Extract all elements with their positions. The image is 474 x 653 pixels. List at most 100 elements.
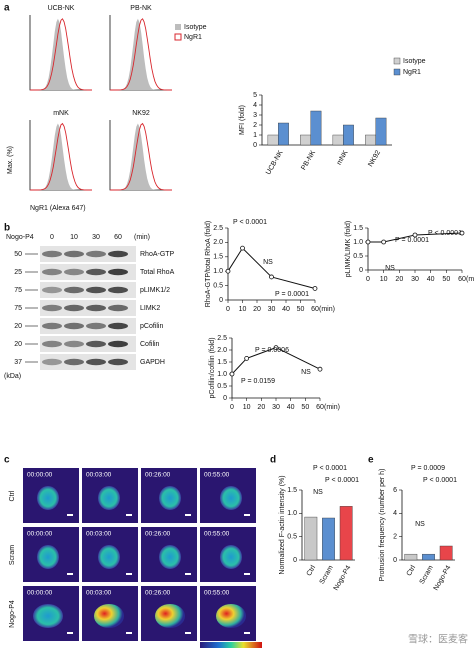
scale-bar xyxy=(185,573,191,575)
y-tick-label: 1.0 xyxy=(353,239,363,246)
y-tick-label: 0 xyxy=(359,267,363,274)
x-unit: (min) xyxy=(466,276,474,283)
blot-band xyxy=(64,250,84,258)
isotype-histogram xyxy=(110,123,172,190)
annotation: P < 0.0001 xyxy=(423,477,457,484)
y-tick-label: 1.5 xyxy=(353,225,363,232)
point xyxy=(459,230,465,236)
kda-label: 25 xyxy=(14,269,22,276)
annotation: NS xyxy=(301,369,311,376)
y-tick-label: 1.5 xyxy=(217,359,227,366)
blot-band xyxy=(108,250,128,258)
y-tick-label: 2.5 xyxy=(217,335,227,342)
x-tick-label: 20 xyxy=(395,276,403,283)
kda-label: 50 xyxy=(14,251,22,258)
panel-label: e xyxy=(368,455,374,466)
ngr1-histogram xyxy=(110,18,172,91)
protein-label: LIMK2 xyxy=(140,305,160,312)
y-tick-label: 2.0 xyxy=(213,239,223,246)
annotation: P < 0.0001 xyxy=(325,477,359,484)
point xyxy=(229,371,235,377)
annotation: P < 0.0001 xyxy=(233,219,267,226)
protein-label: Total RhoA xyxy=(140,269,175,276)
kda-label: 75 xyxy=(14,305,22,312)
y-tick-label: 2.5 xyxy=(213,225,223,232)
x-tick-label: 50 xyxy=(442,276,450,283)
timestamp: 00:55:00 xyxy=(204,590,230,597)
panel-label: a xyxy=(4,3,10,14)
y-axis-label: pCofilin/cofilin (fold) xyxy=(209,337,216,398)
y-tick-label: 0.5 xyxy=(213,282,223,289)
scale-bar xyxy=(126,514,132,516)
timestamp: 00:03:00 xyxy=(86,590,112,597)
cell xyxy=(216,604,246,628)
cell xyxy=(98,486,120,510)
bar xyxy=(322,517,335,561)
scale-bar xyxy=(244,514,250,516)
legend-label: NgR1 xyxy=(184,34,202,41)
scale-bar xyxy=(185,514,191,516)
y-tick-label: 2.0 xyxy=(217,347,227,354)
timestamp: 00:03:00 xyxy=(86,472,112,479)
timestamp: 00:55:00 xyxy=(204,531,230,538)
y-tick-label: 0.5 xyxy=(353,253,363,260)
y-axis-label: pLIMK/LIMK (fold) xyxy=(345,221,352,277)
x-tick-label: PB-NK xyxy=(300,149,317,171)
cell xyxy=(159,486,181,510)
x-tick-label: 40 xyxy=(427,276,435,283)
row-label: Nogo-P4 xyxy=(9,600,16,628)
y-tick-label: 1 xyxy=(253,132,257,139)
x-tick-label: Scram xyxy=(419,564,435,585)
scale-bar xyxy=(126,573,132,575)
x-tick-label: 20 xyxy=(253,306,261,313)
x-unit: (min) xyxy=(319,306,335,313)
point xyxy=(273,345,279,351)
blot-band xyxy=(64,322,84,330)
annotation: P = 0.0001 xyxy=(275,291,309,298)
bar xyxy=(300,134,311,146)
lane-label: 0 xyxy=(50,234,54,241)
cell xyxy=(94,604,124,628)
x-tick-label: Scram xyxy=(319,564,335,585)
line xyxy=(227,247,316,289)
x-tick-label: 0 xyxy=(230,404,234,411)
timestamp: 00:00:00 xyxy=(27,531,53,538)
y-tick-label: 0 xyxy=(393,557,397,564)
y-axis-label: MFI (fold) xyxy=(239,105,246,135)
y-tick-label: 4 xyxy=(253,102,257,109)
point xyxy=(312,286,318,291)
blot-band xyxy=(42,250,62,258)
bar xyxy=(332,134,344,146)
annotation: P = 0.0159 xyxy=(241,378,275,385)
colorbar xyxy=(200,642,262,648)
scale-bar xyxy=(67,573,73,575)
blot-band xyxy=(86,304,106,312)
cell xyxy=(98,545,120,569)
legend-swatch xyxy=(174,33,182,41)
legend-label: Isotype xyxy=(403,58,426,65)
line xyxy=(231,347,321,375)
x-tick-label: Nogo-P4 xyxy=(433,564,453,592)
bar xyxy=(404,553,418,561)
point xyxy=(244,355,250,361)
y-tick-label: 3 xyxy=(253,112,257,119)
legend-swatch xyxy=(393,57,401,65)
x-tick-label: Ctrl xyxy=(306,564,318,577)
annotation: P = 0.0009 xyxy=(411,465,445,472)
x-tick-label: 0 xyxy=(226,306,230,313)
point xyxy=(365,239,371,245)
bar xyxy=(365,134,376,146)
blot-band xyxy=(42,322,62,330)
annotation: NS xyxy=(415,521,425,528)
y-tick-label: 0.5 xyxy=(217,383,227,390)
y-tick-label: 1.5 xyxy=(213,254,223,261)
isotype-histogram xyxy=(30,18,92,90)
y-tick-label: 0 xyxy=(253,142,257,149)
bar xyxy=(439,545,453,561)
timestamp: 00:26:00 xyxy=(145,531,171,538)
y-tick-label: 2 xyxy=(393,534,397,541)
legend-label: NgR1 xyxy=(403,69,421,76)
y-tick-label: 0 xyxy=(223,395,227,402)
blot-band xyxy=(86,340,106,348)
panel-label: d xyxy=(270,455,276,466)
